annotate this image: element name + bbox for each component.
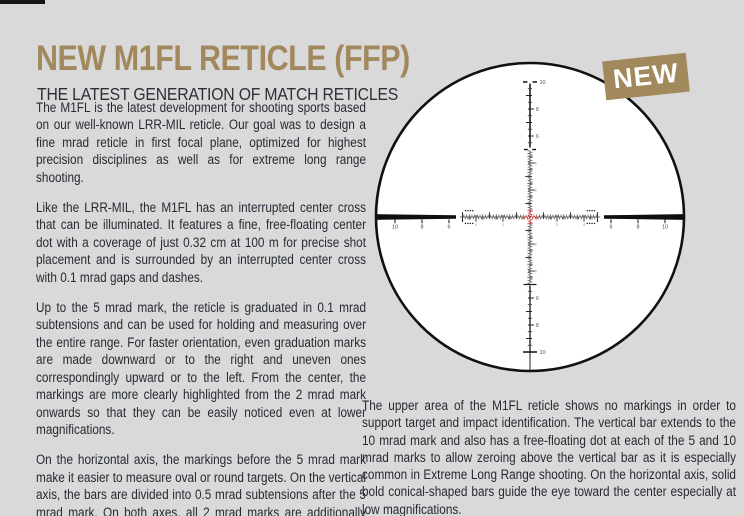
svg-text:10: 10 <box>392 225 398 231</box>
new-badge-label: NEW <box>611 57 681 95</box>
svg-text:6: 6 <box>536 296 539 302</box>
svg-text:4: 4 <box>583 222 586 227</box>
svg-text:2: 2 <box>535 187 538 192</box>
svg-text:2: 2 <box>535 241 538 246</box>
page-corner-mark <box>0 0 45 4</box>
body-paragraph: Like the LRR-MIL, the M1FL has an interr… <box>36 200 366 285</box>
svg-text:4: 4 <box>535 160 538 165</box>
svg-text:4: 4 <box>475 222 478 227</box>
svg-text:6: 6 <box>447 225 450 231</box>
svg-text:8: 8 <box>536 323 539 329</box>
reticle-illustration: 6 8 10 2 4 6 8 10 2 4 2 4 2 4 10 6 8 6 8 10 <box>374 61 686 373</box>
svg-text:10: 10 <box>540 80 546 86</box>
body-paragraph: The M1FL is the latest development for s… <box>36 100 366 185</box>
intro-text-column: The M1FL is the latest development for s… <box>36 99 366 516</box>
svg-text:6: 6 <box>536 134 539 140</box>
reticle-diagram: 6 8 10 2 4 6 8 10 2 4 2 4 2 4 10 6 8 6 8 10 <box>372 59 688 375</box>
svg-text:10: 10 <box>540 350 546 356</box>
svg-text:6: 6 <box>609 225 612 231</box>
svg-text:2: 2 <box>556 222 559 227</box>
page-title: NEW M1FL RETICLE (FFP) <box>36 39 410 79</box>
svg-text:8: 8 <box>536 107 539 113</box>
body-paragraph: On the horizontal axis, the markings bef… <box>36 452 366 516</box>
page-subtitle: THE LATEST GENERATION OF MATCH RETICLES <box>37 83 399 104</box>
body-paragraph: Up to the 5 mrad mark, the reticle is gr… <box>36 300 366 437</box>
reticle-caption: The upper area of the M1FL reticle shows… <box>362 398 736 516</box>
svg-text:4: 4 <box>535 268 538 273</box>
svg-text:10: 10 <box>662 225 668 231</box>
svg-text:8: 8 <box>420 225 423 231</box>
svg-text:8: 8 <box>636 225 639 231</box>
svg-text:2: 2 <box>502 222 505 227</box>
